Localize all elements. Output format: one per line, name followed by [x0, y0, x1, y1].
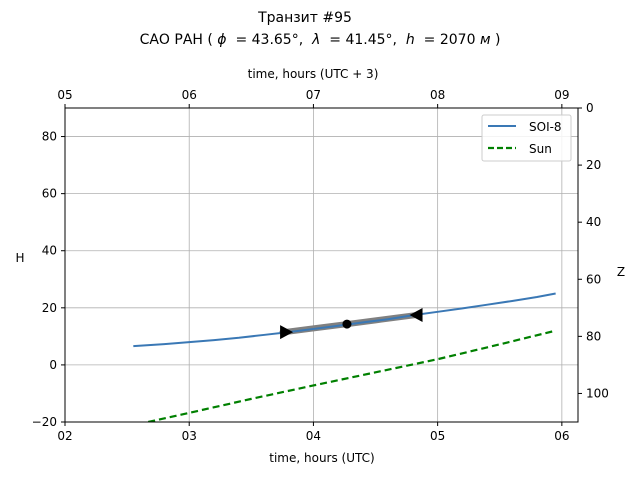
- title-observatory: САО РАН (: [140, 32, 213, 48]
- z-tick-label: 0: [586, 101, 594, 115]
- x-top-tick-label: 07: [306, 88, 321, 102]
- z-tick-label: 60: [586, 272, 601, 286]
- z-axis-label: Z: [617, 265, 625, 279]
- x-top-tick-label: 08: [430, 88, 445, 102]
- chart-title-line1: Транзит #95: [257, 10, 352, 26]
- series-layer: [133, 292, 556, 422]
- x-axis-label: time, hours (UTC): [269, 451, 374, 465]
- title-h-value: = 2070: [419, 32, 475, 48]
- y-axis-label: H: [15, 251, 24, 265]
- plot-frame: [64, 107, 579, 423]
- axes-layer: 02 03 04 05 06 05 06 07 08 09 −20 0 20 40 60 80 0 20 40 60 8…: [32, 88, 609, 443]
- title-phi-symbol: ϕ: [217, 32, 226, 48]
- x-top-axis-label: time, hours (UTC + 3): [248, 67, 379, 81]
- x-top-tick-label: 09: [554, 88, 569, 102]
- title-h-symbol: h: [406, 32, 415, 48]
- x-tick-label: 03: [182, 429, 197, 443]
- x-tick-label: 06: [554, 429, 569, 443]
- legend: SOI-8 Sun: [481, 114, 572, 162]
- x-tick-label: 02: [57, 429, 72, 443]
- sun-series-line: [147, 329, 556, 422]
- marker-layer: [280, 307, 423, 340]
- title-lambda-value: = 41.45°,: [325, 32, 402, 48]
- transit-mid-marker: [342, 319, 352, 329]
- y-tick-label: 20: [42, 301, 57, 315]
- y-tick-label: 40: [42, 244, 57, 258]
- legend-sun-label: Sun: [529, 142, 552, 156]
- y-tick-label: 0: [49, 358, 57, 372]
- title-phi-value: = 43.65°,: [231, 32, 308, 48]
- x-tick-label: 04: [306, 429, 321, 443]
- chart-title-line2: САО РАН ( ϕ = 43.65°, λ = 41.45°, h = 20…: [140, 32, 501, 48]
- soi-8-series-line: [133, 292, 556, 348]
- y-tick-label: −20: [32, 415, 57, 429]
- x-top-tick-label: 06: [182, 88, 197, 102]
- title-suffix: ): [495, 32, 500, 48]
- y-tick-label: 80: [42, 130, 57, 144]
- z-tick-label: 20: [586, 158, 601, 172]
- title-lambda-symbol: λ: [311, 32, 320, 48]
- z-tick-label: 100: [586, 386, 609, 400]
- legend-soi8-label: SOI-8: [529, 120, 562, 134]
- transit-end-marker: [409, 307, 423, 322]
- z-tick-label: 40: [586, 215, 601, 229]
- y-tick-label: 60: [42, 187, 57, 201]
- z-tick-label: 80: [586, 329, 601, 343]
- title-h-unit: м: [480, 32, 491, 48]
- x-top-tick-label: 05: [57, 88, 72, 102]
- x-tick-label: 05: [430, 429, 445, 443]
- transit-start-marker: [280, 325, 294, 340]
